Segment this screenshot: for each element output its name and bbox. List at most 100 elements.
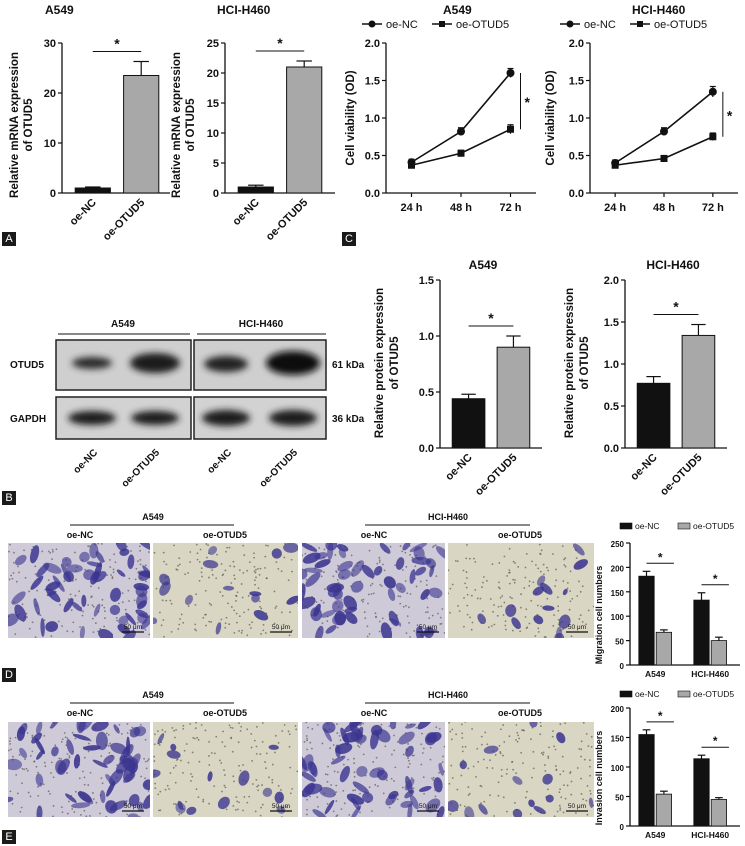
pore — [451, 583, 454, 586]
y-tick-label: 50 — [615, 794, 624, 803]
pore — [537, 567, 540, 570]
pore — [562, 628, 564, 631]
pore — [8, 550, 10, 553]
pore — [322, 601, 325, 604]
y-tick-label: 2.0 — [604, 275, 619, 287]
pore — [67, 800, 70, 803]
pore — [265, 577, 268, 580]
pore — [43, 619, 46, 622]
pore — [235, 595, 238, 598]
y-axis-label-line1: Relative protein expression — [564, 288, 576, 438]
pore — [80, 814, 82, 816]
pore — [508, 735, 511, 738]
pore — [182, 772, 184, 774]
pore — [237, 808, 239, 811]
pore — [289, 766, 292, 769]
legend-swatch — [619, 522, 633, 530]
micro-group-label: oe-OTUD5 — [498, 708, 542, 718]
pore — [29, 795, 32, 798]
micrograph-invasion-a549-oe-otud5: 50 μm — [153, 722, 298, 817]
pore — [290, 558, 293, 561]
pore — [168, 788, 170, 790]
pore — [539, 733, 542, 736]
stained-cell — [66, 739, 75, 755]
pore — [208, 802, 210, 805]
pore — [205, 556, 208, 559]
pore — [21, 767, 24, 770]
pore — [467, 786, 470, 788]
pore — [512, 560, 515, 563]
stained-cell — [63, 571, 75, 583]
pore — [448, 782, 451, 785]
pore — [534, 635, 537, 637]
lane-label: oe-NC — [206, 447, 235, 476]
pore — [333, 770, 336, 773]
pore — [497, 794, 500, 797]
stained-cell — [325, 625, 337, 634]
pore — [559, 723, 562, 726]
pore — [177, 628, 180, 630]
y-tick-label: 1.0 — [604, 359, 619, 371]
pore — [423, 792, 425, 795]
pore — [153, 760, 156, 762]
pore — [368, 786, 371, 789]
pore — [274, 751, 276, 754]
pore — [551, 553, 554, 555]
pore — [498, 562, 501, 564]
pore — [194, 623, 197, 626]
significance-star: * — [525, 94, 531, 110]
pore — [327, 765, 329, 768]
stained-cell — [302, 568, 308, 580]
pore — [59, 603, 61, 606]
pore — [582, 798, 585, 801]
stained-cell — [315, 625, 324, 638]
stained-cell — [562, 588, 568, 596]
stained-cell — [356, 726, 364, 741]
y-tick-label: 10 — [207, 128, 219, 140]
stained-cell — [573, 559, 588, 570]
pore — [255, 778, 258, 781]
stained-cell — [332, 613, 346, 626]
pore — [10, 748, 12, 751]
pore — [348, 814, 351, 816]
stained-cell — [404, 778, 415, 791]
panel-e-headers: A549 HCI-H460 oe-NC oe-OTUD5 oe-NC oe-OT… — [67, 690, 542, 718]
pore — [170, 630, 173, 633]
pore — [67, 598, 70, 601]
pore — [525, 627, 528, 630]
pore — [378, 559, 381, 562]
pore — [173, 729, 176, 732]
pore — [374, 783, 377, 786]
pore — [416, 624, 419, 627]
pore — [481, 586, 483, 588]
pore — [247, 608, 250, 611]
stained-cell — [14, 554, 27, 566]
pore — [220, 618, 223, 621]
stained-cell — [8, 758, 23, 771]
pore — [131, 726, 134, 729]
pore — [104, 617, 106, 620]
stained-cell — [512, 808, 523, 817]
pore — [265, 752, 268, 755]
pore — [264, 567, 267, 569]
bar — [693, 599, 710, 666]
pore — [196, 552, 199, 555]
stained-cell — [51, 746, 59, 757]
pore — [431, 614, 434, 617]
pore — [404, 580, 407, 582]
pore — [317, 805, 319, 808]
pore — [220, 563, 223, 565]
pore — [157, 793, 160, 796]
pore — [196, 558, 199, 561]
y-axis-label: Cell viability (OD) — [345, 70, 357, 165]
pore — [552, 730, 554, 733]
pore — [161, 729, 164, 731]
stained-cell — [90, 570, 100, 585]
pore — [50, 635, 53, 638]
legend-label: oe-NC — [635, 521, 660, 531]
pore — [288, 745, 291, 748]
band — [204, 356, 248, 372]
stained-cell — [91, 722, 109, 732]
pore — [575, 557, 578, 560]
pore — [581, 620, 584, 623]
